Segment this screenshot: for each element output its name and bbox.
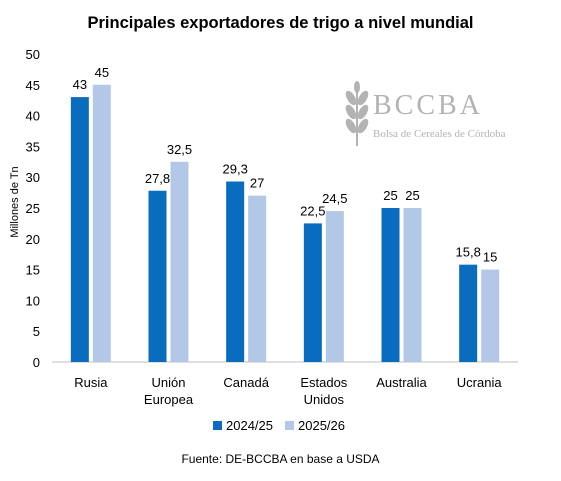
bar-2024/25 [70, 97, 89, 363]
y-tick-label: 30 [26, 170, 40, 185]
bar-2025/26 [481, 269, 500, 362]
bar-2025/26 [92, 84, 111, 363]
data-label: 43 [73, 77, 87, 92]
x-tick-label: Australia [376, 375, 427, 390]
legend-swatch [285, 421, 294, 430]
bar-2024/25 [148, 190, 167, 362]
y-tick-label: 35 [26, 139, 40, 154]
y-tick-label: 50 [26, 47, 40, 62]
bar-2024/25 [303, 223, 322, 362]
data-label: 15,8 [456, 245, 481, 260]
x-tick-label: Unión [152, 375, 186, 390]
source-note: Fuente: DE-BCCBA en base a USDA [181, 452, 380, 466]
bar-2024/25 [459, 264, 478, 362]
x-tick-label: Canadá [223, 375, 269, 390]
x-tick-label: Europea [144, 392, 194, 407]
bar-2024/25 [226, 181, 245, 362]
data-label: 22,5 [300, 203, 325, 218]
y-tick-label: 15 [26, 263, 40, 278]
data-label: 15 [483, 250, 497, 265]
x-tick-label: Unidos [304, 392, 345, 407]
x-tick-label: Estados [300, 375, 347, 390]
bccba-logo: BCCBA Bolsa de Cereales de Córdoba [343, 80, 506, 150]
legend-label: 2025/26 [298, 418, 345, 433]
bar-2025/26 [170, 161, 189, 362]
bar-2025/26 [325, 211, 344, 362]
x-tick-label: Rusia [74, 375, 108, 390]
data-label: 25 [383, 188, 397, 203]
legend-swatch [213, 421, 222, 430]
data-label: 27,8 [145, 171, 170, 186]
data-label: 27 [250, 176, 264, 191]
data-label: 25 [405, 188, 419, 203]
y-tick-label: 25 [26, 201, 40, 216]
y-tick-label: 10 [26, 293, 40, 308]
wheat-icon [345, 81, 369, 146]
y-tick-label: 40 [26, 109, 40, 124]
data-label: 29,3 [223, 162, 248, 177]
data-label: 24,5 [322, 191, 347, 206]
chart-title: Principales exportadores de trigo a nive… [87, 14, 474, 32]
bar-2025/26 [403, 208, 422, 362]
bar-2024/25 [381, 208, 400, 362]
logo-subtitle: Bolsa de Cereales de Córdoba [373, 128, 506, 140]
data-label: 45 [95, 65, 109, 80]
y-tick-label: 45 [26, 78, 40, 93]
y-tick-label: 0 [33, 355, 40, 370]
data-label: 32,5 [167, 142, 192, 157]
legend-label: 2024/25 [226, 418, 273, 433]
bar-2025/26 [248, 195, 267, 362]
logo-name: BCCBA [373, 90, 483, 121]
y-tick-label: 20 [26, 232, 40, 247]
x-tick-label: Ucrania [457, 375, 503, 390]
y-tick-label: 5 [33, 324, 40, 339]
